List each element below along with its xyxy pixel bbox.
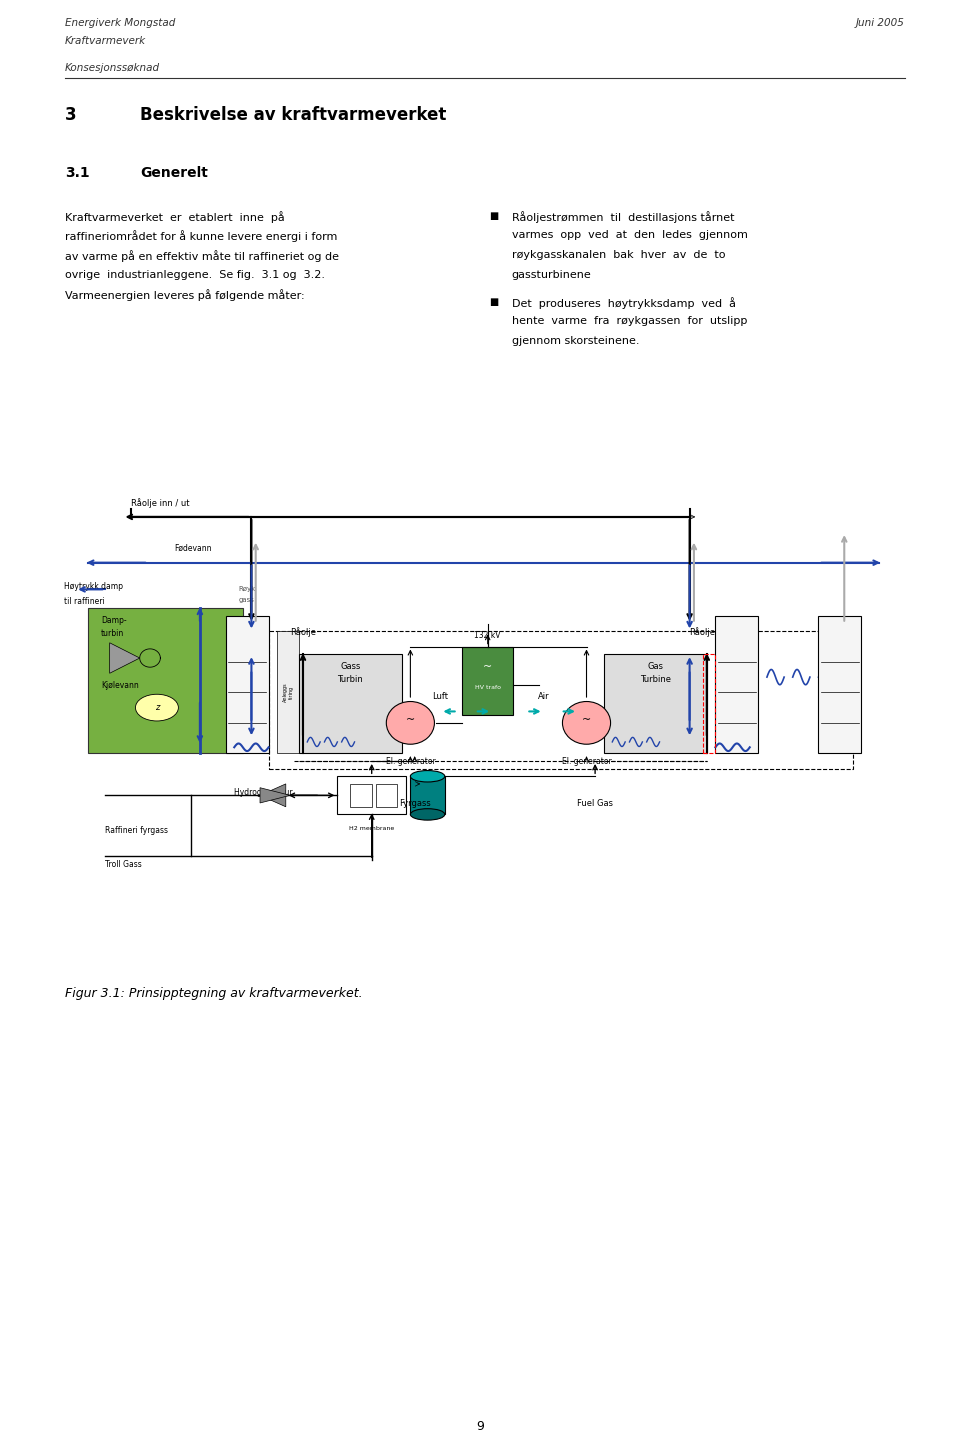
Text: Turbin: Turbin: [337, 674, 363, 684]
Text: ■: ■: [490, 211, 499, 221]
Bar: [410, 776, 444, 814]
Text: El. generator: El. generator: [562, 757, 612, 766]
Text: Troll Gass: Troll Gass: [106, 860, 142, 869]
Bar: [88, 609, 243, 754]
Text: Generelt: Generelt: [140, 166, 208, 180]
Bar: [376, 785, 397, 806]
Text: Fødevann: Fødevann: [174, 543, 211, 552]
Text: varmes  opp  ved  at  den  ledes  gjennom: varmes opp ved at den ledes gjennom: [512, 231, 748, 241]
Bar: [604, 654, 707, 754]
Text: raffineriområdet for å kunne levere energi i form: raffineriområdet for å kunne levere ener…: [65, 231, 337, 243]
Text: 132 kV: 132 kV: [474, 632, 501, 641]
Bar: [226, 616, 269, 754]
Text: Røyk: Røyk: [238, 586, 255, 591]
Text: Kraftvarmeverk: Kraftvarmeverk: [65, 36, 146, 46]
Text: av varme på en effektiv måte til raffineriet og de: av varme på en effektiv måte til raffine…: [65, 250, 339, 262]
Text: ~: ~: [406, 715, 415, 725]
Text: Det  produseres  høytrykksdamp  ved  å: Det produseres høytrykksdamp ved å: [512, 296, 735, 309]
Text: Hydrogen retur: Hydrogen retur: [234, 788, 293, 796]
Text: HV trafo: HV trafo: [474, 684, 501, 690]
Text: z: z: [155, 703, 159, 712]
Text: røykgasskanalen  bak  hver  av  de  to: røykgasskanalen bak hver av de to: [512, 250, 725, 260]
Text: Fyrgass: Fyrgass: [398, 799, 430, 808]
Text: Juni 2005: Juni 2005: [856, 17, 905, 28]
Bar: [350, 785, 372, 806]
Text: hente  varme  fra  røykgassen  for  utslipp: hente varme fra røykgassen for utslipp: [512, 317, 747, 327]
Text: Råolje inn / ut: Råolje inn / ut: [132, 498, 190, 507]
Text: Gas: Gas: [647, 663, 663, 671]
Text: Høytrykk damp: Høytrykk damp: [64, 581, 123, 591]
Text: Beskrivelse av kraftvarmeverket: Beskrivelse av kraftvarmeverket: [140, 106, 446, 124]
Text: Energiverk Mongstad: Energiverk Mongstad: [65, 17, 176, 28]
Bar: [703, 654, 715, 754]
Text: Råoljestrømmen  til  destillasjons tårnet: Råoljestrømmen til destillasjons tårnet: [512, 211, 734, 222]
Text: Kraftvarmeverket  er  etablert  inne  på: Kraftvarmeverket er etablert inne på: [65, 211, 285, 222]
Bar: [715, 616, 758, 754]
Text: Konsesjonssøknad: Konsesjonssøknad: [65, 62, 160, 73]
Text: El. generator: El. generator: [386, 757, 435, 766]
Text: gjennom skorsteinene.: gjennom skorsteinene.: [512, 336, 639, 346]
Ellipse shape: [135, 695, 179, 721]
Text: 3.1: 3.1: [65, 166, 89, 180]
Text: Varmeenergien leveres på følgende måter:: Varmeenergien leveres på følgende måter:: [65, 289, 304, 301]
Text: til raffineri: til raffineri: [64, 597, 105, 606]
Text: Turbine: Turbine: [639, 674, 671, 684]
Text: Damp-: Damp-: [101, 616, 127, 625]
Ellipse shape: [386, 702, 435, 744]
Bar: [277, 632, 299, 754]
Text: H2 membrane: H2 membrane: [349, 825, 395, 831]
Text: ~: ~: [582, 715, 591, 725]
Text: Råolje: Råolje: [689, 628, 715, 638]
Text: Kjølevann: Kjølevann: [101, 681, 139, 690]
Text: gassturbinene: gassturbinene: [512, 269, 591, 279]
Text: Figur 3.1: Prinsipptegning av kraftvarmeverket.: Figur 3.1: Prinsipptegning av kraftvarme…: [65, 987, 363, 1000]
Ellipse shape: [563, 702, 611, 744]
Text: Fuel Gas: Fuel Gas: [577, 799, 613, 808]
Text: ovrige  industrianleggene.  Se fig.  3.1 og  3.2.: ovrige industrianleggene. Se fig. 3.1 og…: [65, 269, 325, 279]
Polygon shape: [260, 785, 286, 806]
Text: Gass: Gass: [340, 663, 360, 671]
Text: 3: 3: [65, 106, 77, 124]
Bar: [337, 776, 406, 814]
Bar: [299, 654, 402, 754]
Bar: [269, 632, 852, 769]
Text: Råolje: Råolje: [290, 628, 316, 638]
Text: ■: ■: [490, 296, 499, 307]
Text: ~: ~: [483, 663, 492, 671]
Text: 9: 9: [476, 1420, 484, 1433]
Text: Raffineri fyrgass: Raffineri fyrgass: [106, 825, 168, 835]
Text: turbin: turbin: [101, 629, 124, 638]
Polygon shape: [260, 788, 290, 804]
Text: gass: gass: [238, 597, 254, 603]
Polygon shape: [109, 642, 140, 673]
Bar: [462, 647, 514, 715]
Ellipse shape: [410, 770, 444, 782]
Text: Air: Air: [538, 693, 549, 702]
Bar: [819, 616, 861, 754]
Ellipse shape: [410, 809, 444, 819]
Text: Anleggs
tiring: Anleggs tiring: [282, 683, 294, 702]
Text: Luft: Luft: [432, 693, 448, 702]
